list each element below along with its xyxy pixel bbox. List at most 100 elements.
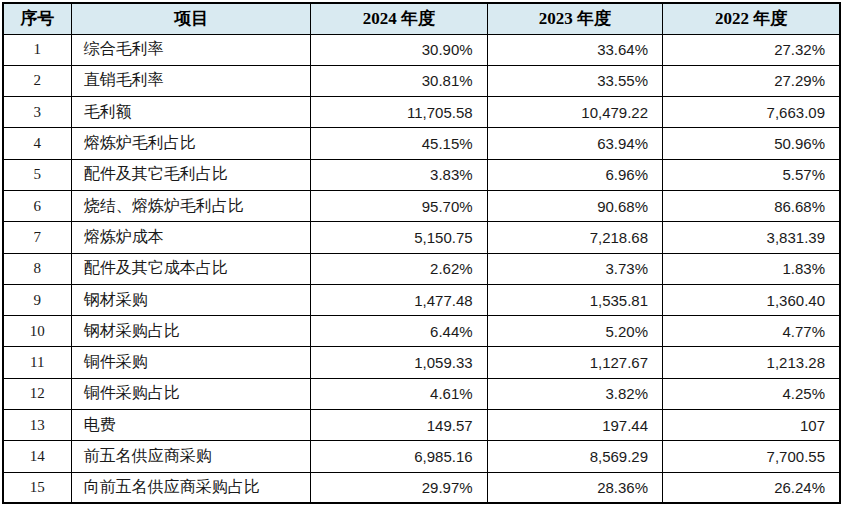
cell-2024: 45.15%: [311, 128, 487, 159]
cell-2022: 7,663.09: [663, 97, 840, 128]
cell-index: 12: [3, 378, 71, 409]
cell-2022: 86.68%: [663, 190, 840, 221]
cell-2022: 50.96%: [663, 128, 840, 159]
cell-item: 毛利额: [71, 97, 311, 128]
table-row: 12铜件采购占比4.61%3.82%4.25%: [3, 378, 840, 409]
cell-index: 4: [3, 128, 71, 159]
table-row: 8配件及其它成本占比2.62%3.73%1.83%: [3, 253, 840, 284]
table-row: 10钢材采购占比6.44%5.20%4.77%: [3, 316, 840, 347]
cell-index: 5: [3, 159, 71, 190]
cell-index: 15: [3, 472, 71, 503]
cell-index: 10: [3, 316, 71, 347]
cell-item: 钢材采购占比: [71, 316, 311, 347]
cell-2023: 1,127.67: [487, 347, 662, 378]
cell-2022: 26.24%: [663, 472, 840, 503]
cell-index: 2: [3, 65, 71, 96]
table-row: 3毛利额11,705.5810,479.227,663.09: [3, 97, 840, 128]
cell-item: 电费: [71, 410, 311, 441]
cell-item: 烧结、熔炼炉毛利占比: [71, 190, 311, 221]
cell-2022: 1.83%: [663, 253, 840, 284]
cell-2022: 4.25%: [663, 378, 840, 409]
cell-2023: 6.96%: [487, 159, 662, 190]
table-row: 15向前五名供应商采购占比29.97%28.36%26.24%: [3, 472, 840, 503]
cell-index: 11: [3, 347, 71, 378]
cell-item: 铜件采购占比: [71, 378, 311, 409]
cell-index: 9: [3, 284, 71, 315]
table-row: 9钢材采购1,477.481,535.811,360.40: [3, 284, 840, 315]
cell-2022: 3,831.39: [663, 222, 840, 253]
table-body: 1综合毛利率30.90%33.64%27.32%2直销毛利率30.81%33.5…: [3, 34, 840, 503]
cell-2024: 1,059.33: [311, 347, 487, 378]
table-row: 4熔炼炉毛利占比45.15%63.94%50.96%: [3, 128, 840, 159]
cell-index: 13: [3, 410, 71, 441]
cell-2023: 90.68%: [487, 190, 662, 221]
cell-2023: 3.73%: [487, 253, 662, 284]
cell-item: 直销毛利率: [71, 65, 311, 96]
cell-2023: 197.44: [487, 410, 662, 441]
cell-index: 1: [3, 34, 71, 65]
cell-2022: 27.32%: [663, 34, 840, 65]
cell-2022: 7,700.55: [663, 441, 840, 472]
cell-2023: 28.36%: [487, 472, 662, 503]
cell-item: 配件及其它毛利占比: [71, 159, 311, 190]
table-row: 6烧结、熔炼炉毛利占比95.70%90.68%86.68%: [3, 190, 840, 221]
cell-2024: 6,985.16: [311, 441, 487, 472]
cell-index: 8: [3, 253, 71, 284]
column-header-index: 序号: [3, 3, 71, 34]
cell-2023: 7,218.68: [487, 222, 662, 253]
cell-2022: 1,213.28: [663, 347, 840, 378]
table-row: 1综合毛利率30.90%33.64%27.32%: [3, 34, 840, 65]
cell-item: 钢材采购: [71, 284, 311, 315]
cell-item: 铜件采购: [71, 347, 311, 378]
cell-2023: 5.20%: [487, 316, 662, 347]
cell-2022: 4.77%: [663, 316, 840, 347]
cell-item: 熔炼炉毛利占比: [71, 128, 311, 159]
table-row: 2直销毛利率30.81%33.55%27.29%: [3, 65, 840, 96]
cell-2024: 6.44%: [311, 316, 487, 347]
cell-item: 向前五名供应商采购占比: [71, 472, 311, 503]
cell-2024: 29.97%: [311, 472, 487, 503]
column-header-2024: 2024 年度: [311, 3, 487, 34]
cell-2024: 149.57: [311, 410, 487, 441]
cell-2024: 2.62%: [311, 253, 487, 284]
table-row: 5配件及其它毛利占比3.83%6.96%5.57%: [3, 159, 840, 190]
cell-2022: 5.57%: [663, 159, 840, 190]
cell-2024: 95.70%: [311, 190, 487, 221]
table-row: 14前五名供应商采购6,985.168,569.297,700.55: [3, 441, 840, 472]
cell-2024: 1,477.48: [311, 284, 487, 315]
cell-2023: 8,569.29: [487, 441, 662, 472]
column-header-2022: 2022 年度: [663, 3, 840, 34]
cell-item: 综合毛利率: [71, 34, 311, 65]
cell-index: 6: [3, 190, 71, 221]
table-header-row: 序号项目2024 年度2023 年度2022 年度: [3, 3, 840, 34]
cell-2024: 5,150.75: [311, 222, 487, 253]
cell-2023: 33.64%: [487, 34, 662, 65]
table-row: 13电费149.57197.44107: [3, 410, 840, 441]
column-header-item: 项目: [71, 3, 311, 34]
cell-2023: 63.94%: [487, 128, 662, 159]
cell-2023: 33.55%: [487, 65, 662, 96]
cell-2023: 1,535.81: [487, 284, 662, 315]
cell-index: 3: [3, 97, 71, 128]
cell-2023: 3.82%: [487, 378, 662, 409]
cell-item: 配件及其它成本占比: [71, 253, 311, 284]
cell-2023: 10,479.22: [487, 97, 662, 128]
cell-item: 熔炼炉成本: [71, 222, 311, 253]
table-row: 7熔炼炉成本5,150.757,218.683,831.39: [3, 222, 840, 253]
cell-2022: 27.29%: [663, 65, 840, 96]
cell-index: 7: [3, 222, 71, 253]
column-header-2023: 2023 年度: [487, 3, 662, 34]
table-header: 序号项目2024 年度2023 年度2022 年度: [3, 3, 840, 34]
financial-table-page: 序号项目2024 年度2023 年度2022 年度 1综合毛利率30.90%33…: [0, 0, 843, 519]
cell-2022: 1,360.40: [663, 284, 840, 315]
financial-comparison-table: 序号项目2024 年度2023 年度2022 年度 1综合毛利率30.90%33…: [2, 2, 841, 504]
cell-2024: 30.81%: [311, 65, 487, 96]
cell-2022: 107: [663, 410, 840, 441]
cell-item: 前五名供应商采购: [71, 441, 311, 472]
cell-2024: 11,705.58: [311, 97, 487, 128]
cell-index: 14: [3, 441, 71, 472]
cell-2024: 3.83%: [311, 159, 487, 190]
cell-2024: 30.90%: [311, 34, 487, 65]
cell-2024: 4.61%: [311, 378, 487, 409]
table-row: 11铜件采购1,059.331,127.671,213.28: [3, 347, 840, 378]
